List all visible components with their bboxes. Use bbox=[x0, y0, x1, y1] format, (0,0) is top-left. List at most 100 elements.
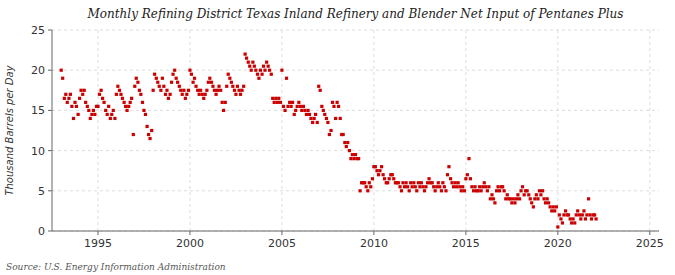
point bbox=[104, 109, 107, 112]
point bbox=[285, 77, 288, 80]
point bbox=[205, 89, 208, 92]
point bbox=[417, 181, 420, 184]
point bbox=[582, 209, 585, 212]
point bbox=[263, 69, 266, 72]
point bbox=[323, 113, 326, 116]
point bbox=[449, 177, 452, 180]
point bbox=[348, 149, 351, 152]
point bbox=[107, 105, 110, 108]
x-grid-line bbox=[557, 30, 558, 231]
point bbox=[328, 133, 331, 136]
point bbox=[100, 89, 103, 92]
point bbox=[86, 105, 89, 108]
point bbox=[198, 93, 201, 96]
x-axis-line bbox=[52, 231, 659, 232]
point bbox=[247, 61, 250, 64]
point bbox=[256, 73, 259, 76]
point bbox=[66, 101, 69, 104]
point bbox=[274, 97, 277, 100]
point bbox=[521, 185, 524, 188]
point bbox=[337, 105, 340, 108]
point bbox=[184, 97, 187, 100]
y-tick-label: 5 bbox=[38, 185, 45, 198]
point bbox=[225, 85, 228, 88]
point bbox=[164, 93, 167, 96]
point bbox=[306, 109, 309, 112]
point bbox=[208, 77, 211, 80]
point bbox=[371, 177, 374, 180]
point bbox=[259, 69, 262, 72]
point bbox=[257, 77, 260, 80]
point bbox=[408, 189, 411, 192]
point bbox=[267, 65, 270, 68]
y-grid-line bbox=[52, 30, 659, 31]
point bbox=[231, 85, 234, 88]
point bbox=[409, 181, 412, 184]
point bbox=[481, 185, 484, 188]
x-grid-line bbox=[465, 30, 466, 231]
y-axis-line bbox=[52, 30, 53, 231]
point bbox=[115, 93, 118, 96]
y-grid-line bbox=[52, 70, 659, 71]
point bbox=[228, 77, 231, 80]
point bbox=[87, 109, 90, 112]
point bbox=[529, 197, 532, 200]
point bbox=[527, 193, 530, 196]
point bbox=[152, 89, 155, 92]
point bbox=[121, 97, 124, 100]
y-tick bbox=[48, 110, 52, 111]
x-grid-line bbox=[189, 30, 190, 231]
point bbox=[194, 85, 197, 88]
point bbox=[81, 93, 84, 96]
point bbox=[363, 181, 366, 184]
point bbox=[155, 77, 158, 80]
y-tick-label: 10 bbox=[31, 145, 45, 158]
point bbox=[452, 185, 455, 188]
point bbox=[546, 197, 549, 200]
point bbox=[254, 69, 257, 72]
y-tick bbox=[48, 30, 52, 31]
x-tick-label: 1995 bbox=[84, 237, 112, 250]
y-grid-line bbox=[52, 190, 659, 191]
point bbox=[265, 61, 268, 64]
point bbox=[188, 69, 191, 72]
point bbox=[156, 81, 159, 84]
x-tick-label: 2025 bbox=[636, 237, 664, 250]
point bbox=[526, 189, 529, 192]
point bbox=[141, 101, 144, 104]
point bbox=[244, 53, 247, 56]
point bbox=[313, 117, 316, 120]
point bbox=[253, 65, 256, 68]
point bbox=[411, 185, 414, 188]
y-tick-label: 25 bbox=[31, 24, 45, 37]
chart: 19952000200520102015202020250510152025Th… bbox=[0, 0, 675, 275]
point bbox=[204, 93, 207, 96]
point bbox=[159, 89, 162, 92]
point bbox=[342, 133, 345, 136]
point bbox=[585, 213, 588, 216]
point bbox=[125, 109, 128, 112]
x-tick bbox=[465, 231, 466, 235]
point bbox=[380, 165, 383, 168]
point bbox=[354, 153, 357, 156]
point bbox=[484, 185, 487, 188]
point bbox=[374, 165, 377, 168]
point bbox=[444, 189, 447, 192]
point bbox=[222, 109, 225, 112]
point bbox=[467, 157, 470, 160]
point bbox=[515, 197, 518, 200]
point bbox=[441, 181, 444, 184]
point bbox=[291, 101, 294, 104]
point bbox=[106, 113, 109, 116]
point bbox=[178, 85, 181, 88]
point bbox=[175, 77, 178, 80]
x-tick-label: 2000 bbox=[176, 237, 204, 250]
point bbox=[296, 105, 299, 108]
point bbox=[375, 169, 378, 172]
point bbox=[538, 189, 541, 192]
x-grid-line bbox=[97, 30, 98, 231]
point bbox=[550, 209, 553, 212]
point bbox=[473, 185, 476, 188]
point bbox=[564, 209, 567, 212]
point bbox=[329, 129, 332, 132]
